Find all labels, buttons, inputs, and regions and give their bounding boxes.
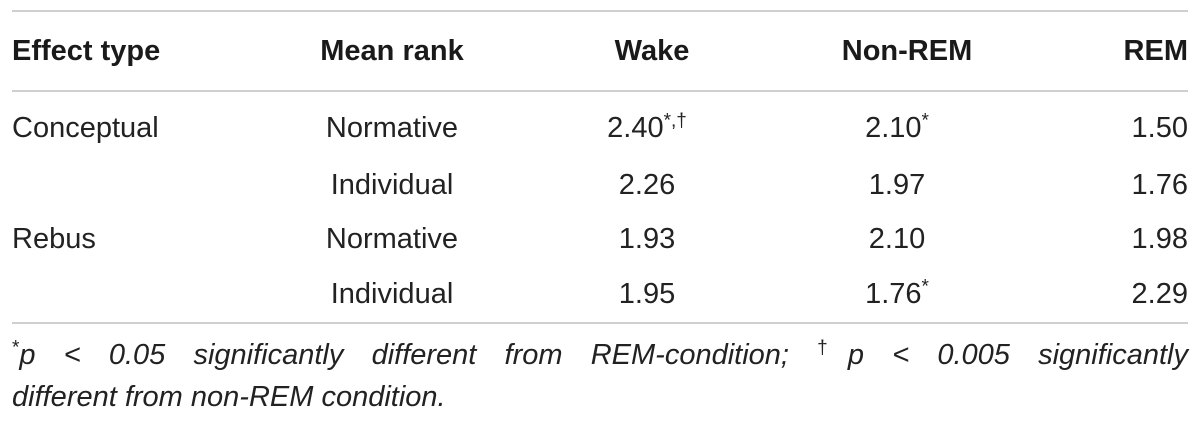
cell-rem: 1.76	[1032, 158, 1188, 212]
cell-value: 1.76	[865, 277, 922, 310]
footnote-mark-asterisk: *	[12, 337, 20, 359]
cell-effect-type	[12, 266, 252, 322]
footnote-line-2: different from non-REM condition.	[12, 381, 446, 413]
cell-value: 1.50	[1131, 111, 1188, 144]
cell-non-rem: 2.10*	[762, 91, 1032, 158]
footnote-mark-dagger: †	[817, 337, 848, 359]
header-rem: REM	[1123, 34, 1188, 67]
cell-mean-rank: Individual	[330, 168, 454, 201]
cell-non-rem: 2.10	[762, 212, 1032, 266]
header-row: Effect type Mean rank Wake Non-REM REM	[12, 12, 1188, 91]
cell-rem: 2.29	[1032, 266, 1188, 322]
significance-mark: *	[921, 276, 929, 298]
cell-mean-rank: Individual	[330, 277, 454, 310]
table-footnote: *p < 0.05 significantly different from R…	[12, 322, 1188, 418]
header-non-rem: Non-REM	[841, 34, 973, 67]
cell-mean-rank: Normative	[325, 222, 459, 255]
cell-value: 1.93	[618, 222, 676, 255]
significance-mark: *	[921, 110, 929, 132]
cell-wake: 2.40*,†	[532, 91, 762, 158]
table-row: Individual 2.26 1.97 1.76	[12, 158, 1188, 212]
cell-value: 1.98	[1131, 222, 1188, 255]
cell-value: 1.76	[1131, 168, 1188, 201]
header-mean-rank: Mean rank	[320, 34, 464, 67]
footnote-text-1: p < 0.05 significantly different from RE…	[19, 339, 818, 371]
cell-wake: 2.26	[532, 158, 762, 212]
cell-value: 1.95	[618, 277, 676, 310]
cell-value: 2.10	[865, 111, 922, 144]
cell-wake: 1.95	[532, 266, 762, 322]
cell-rem: 1.98	[1032, 212, 1188, 266]
cell-effect-type: Conceptual	[12, 111, 159, 144]
cell-value: 2.29	[1131, 277, 1188, 310]
table-row: Individual 1.95 1.76* 2.29	[12, 266, 1188, 322]
cell-effect-type: Rebus	[12, 222, 96, 255]
cell-non-rem: 1.97	[762, 158, 1032, 212]
cell-value: 2.26	[618, 168, 676, 201]
cell-rem: 1.50	[1032, 91, 1188, 158]
table-container: Effect type Mean rank Wake Non-REM REM C…	[12, 10, 1188, 418]
cell-mean-rank: Normative	[325, 111, 459, 144]
top-rule	[12, 10, 1188, 12]
cell-value: 1.97	[868, 168, 926, 201]
header-effect-type: Effect type	[12, 34, 161, 67]
footnote-text-2: p < 0.005 significantly	[847, 339, 1188, 371]
cell-effect-type	[12, 158, 252, 212]
table-row: Rebus Normative 1.93 2.10 1.98	[12, 212, 1188, 266]
results-table: Effect type Mean rank Wake Non-REM REM C…	[12, 12, 1188, 322]
significance-mark: *,†	[663, 110, 687, 132]
cell-value: 2.40	[607, 111, 664, 144]
cell-non-rem: 1.76*	[762, 266, 1032, 322]
table-row: Conceptual Normative 2.40*,† 2.10* 1.50	[12, 91, 1188, 158]
cell-wake: 1.93	[532, 212, 762, 266]
cell-value: 2.10	[868, 222, 926, 255]
footnote-line-1: *p < 0.05 significantly different from R…	[12, 334, 1188, 376]
header-wake: Wake	[614, 34, 690, 67]
